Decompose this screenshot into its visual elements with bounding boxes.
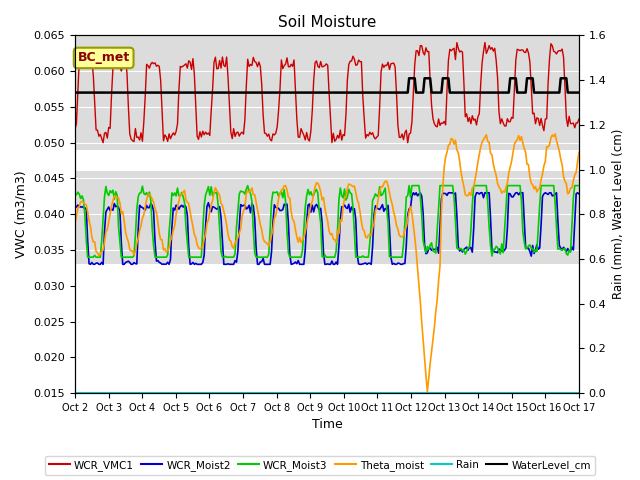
Title: Soil Moisture: Soil Moisture [278, 15, 376, 30]
Legend: WCR_VMC1, WCR_Moist2, WCR_Moist3, Theta_moist, Rain, WaterLevel_cm: WCR_VMC1, WCR_Moist2, WCR_Moist3, Theta_… [45, 456, 595, 475]
Bar [75, 171, 579, 264]
X-axis label: Time: Time [312, 419, 342, 432]
Bar [75, 36, 579, 150]
Text: BC_met: BC_met [77, 51, 130, 64]
Y-axis label: VWC (m3/m3): VWC (m3/m3) [15, 170, 28, 258]
Y-axis label: Rain (mm), Water Level (cm): Rain (mm), Water Level (cm) [612, 129, 625, 300]
